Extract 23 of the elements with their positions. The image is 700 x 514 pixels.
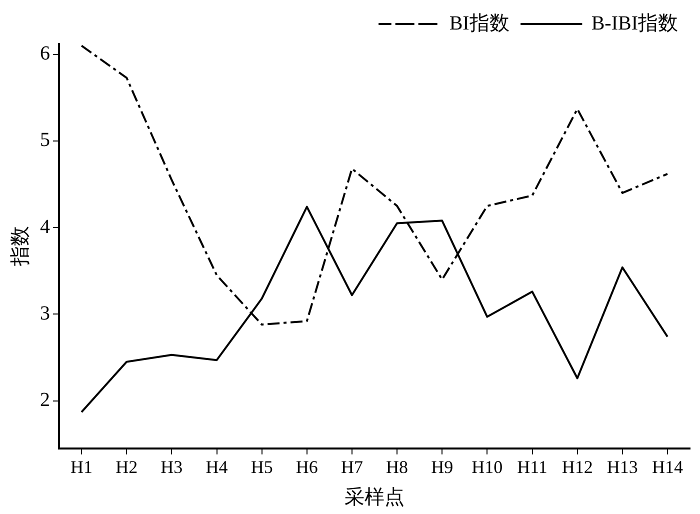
y-tick-label: 6	[40, 42, 50, 65]
x-tick-label: H1	[70, 456, 93, 477]
x-tick-label: H9	[431, 456, 454, 477]
legend-label: BI指数	[449, 12, 510, 34]
x-tick-label: H6	[296, 456, 318, 477]
y-axis-title: 指数	[9, 226, 32, 268]
x-tick-label: H14	[652, 456, 683, 477]
x-tick-label: H12	[562, 456, 593, 477]
x-tick-label: H3	[160, 456, 183, 477]
legend-label: B-IBI指数	[591, 12, 678, 34]
x-tick-label: H2	[116, 456, 138, 477]
x-axis-title: 采样点	[344, 486, 404, 508]
x-tick-label: H5	[250, 456, 273, 477]
x-tick-label: H11	[517, 456, 548, 477]
x-tick-label: H8	[386, 456, 408, 477]
x-tick-label: H7	[340, 456, 363, 477]
y-tick-label: 5	[40, 129, 50, 152]
x-tick-label: H10	[472, 456, 503, 477]
x-tick-label: H4	[206, 456, 228, 477]
y-tick-label: 4	[40, 216, 50, 238]
x-tick-label: H13	[606, 456, 638, 477]
y-tick-label: 2	[40, 389, 50, 412]
y-tick-label: 3	[40, 302, 50, 324]
